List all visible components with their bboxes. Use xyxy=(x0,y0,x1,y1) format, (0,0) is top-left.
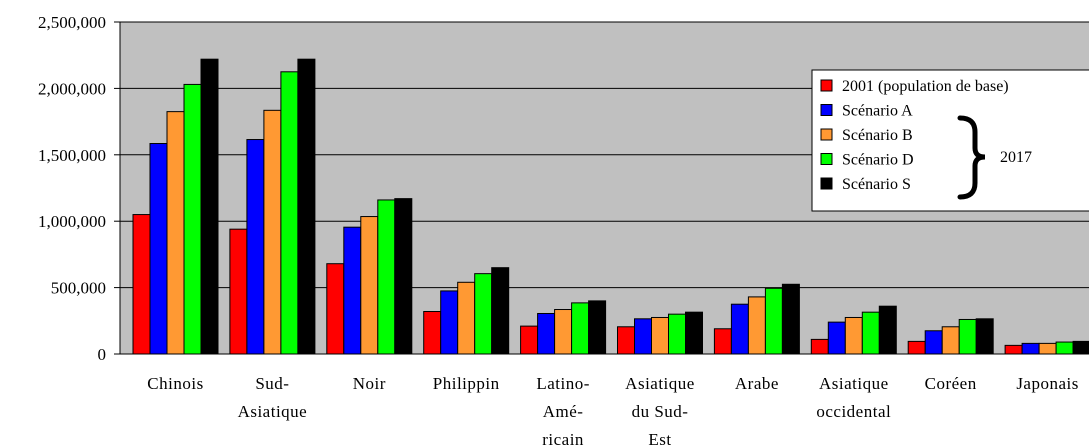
x-category-label: Asiatique xyxy=(238,402,308,421)
bar xyxy=(827,321,846,355)
bar xyxy=(844,316,863,355)
bar xyxy=(747,296,766,355)
bar xyxy=(634,318,652,355)
legend-swatch xyxy=(820,79,833,92)
bar xyxy=(861,311,880,355)
y-tick-label: 500,000 xyxy=(51,279,106,298)
bar xyxy=(1004,344,1023,355)
x-category-label: Asiatique xyxy=(625,374,695,393)
axes xyxy=(114,21,1089,355)
bar xyxy=(377,199,396,355)
bar xyxy=(730,303,749,355)
bar xyxy=(520,325,539,355)
bar xyxy=(668,313,686,355)
x-category-label: Chinois xyxy=(147,374,203,393)
bar xyxy=(394,198,413,355)
bar xyxy=(651,316,669,355)
bar xyxy=(457,281,476,355)
x-category-label: Philippin xyxy=(433,374,500,393)
bar xyxy=(440,290,459,355)
y-tick-label: 0 xyxy=(98,345,107,364)
legend-entry: Scénario B xyxy=(842,127,913,144)
y-tick-label: 2,500,000 xyxy=(38,13,106,32)
x-category-label: Noir xyxy=(353,374,386,393)
bar xyxy=(297,58,316,355)
x-category-label: Latino- xyxy=(536,374,590,393)
legend: 2001 (population de base) Scénario A Scéna… xyxy=(811,69,1089,212)
x-category-label: Sud- xyxy=(255,374,289,393)
bar xyxy=(1021,342,1040,355)
bar xyxy=(263,109,282,355)
legend-swatch xyxy=(820,153,833,165)
bar xyxy=(941,326,960,355)
y-tick-label: 2,000,000 xyxy=(38,79,106,98)
bar xyxy=(1038,342,1057,355)
bar xyxy=(878,305,897,355)
legend-entry: Scénario D xyxy=(842,152,914,169)
bar xyxy=(713,328,732,355)
x-category-label: Est xyxy=(648,430,671,446)
bars xyxy=(132,58,1089,355)
bar xyxy=(246,139,265,355)
bar xyxy=(1072,340,1089,355)
legend-entry: 2001 (population de base) xyxy=(842,78,1009,95)
bar xyxy=(571,302,590,355)
bar xyxy=(183,83,202,355)
x-category-label: ricain xyxy=(542,430,584,446)
x-category-label: du Sud- xyxy=(632,402,689,421)
bar xyxy=(685,311,703,355)
x-category-label: occidental xyxy=(816,402,891,421)
x-category-label: Arabe xyxy=(735,374,779,393)
bar xyxy=(132,214,151,355)
legend-swatch xyxy=(820,128,833,141)
bar xyxy=(326,263,345,355)
bar xyxy=(781,283,800,355)
bar xyxy=(810,338,829,355)
bar xyxy=(1055,341,1074,355)
x-category-label: Coréen xyxy=(925,374,977,393)
legend-swatch xyxy=(820,104,833,116)
bar xyxy=(924,330,943,355)
bar xyxy=(554,309,573,355)
bar xyxy=(537,312,556,355)
bar xyxy=(907,340,926,355)
legend-box xyxy=(811,69,1089,212)
x-category-label: Japonais xyxy=(1016,374,1079,393)
x-category-label: Asiatique xyxy=(819,374,889,393)
bar xyxy=(958,318,977,355)
bar xyxy=(474,273,493,355)
legend-entry: Scénario A xyxy=(842,103,913,120)
legend-brace xyxy=(957,115,986,200)
bar xyxy=(423,311,442,355)
legend-swatch xyxy=(820,177,833,190)
bar xyxy=(975,318,994,355)
bar xyxy=(588,300,607,355)
bar xyxy=(360,216,379,355)
bar xyxy=(491,267,510,355)
bar xyxy=(166,111,185,355)
bar xyxy=(764,287,783,355)
x-category-labels: Chinois Sud- Asiatique Noir Philippin Latino-… xyxy=(147,374,1079,446)
y-tick-labels: 0 500,000 1,000,000 1,500,000 2,000,000 2,500… xyxy=(38,13,106,364)
bar xyxy=(200,58,219,355)
legend-entry: Scénario S xyxy=(842,176,911,193)
legend-brace-label: 2017 xyxy=(1000,149,1032,166)
y-tick-label: 1,500,000 xyxy=(38,146,106,165)
bar xyxy=(343,226,362,355)
bar xyxy=(149,143,168,355)
bar xyxy=(617,326,635,355)
y-tick-label: 1,000,000 xyxy=(38,212,106,231)
bar xyxy=(229,228,248,355)
x-category-label: Amé- xyxy=(543,402,584,421)
bar xyxy=(280,71,299,355)
